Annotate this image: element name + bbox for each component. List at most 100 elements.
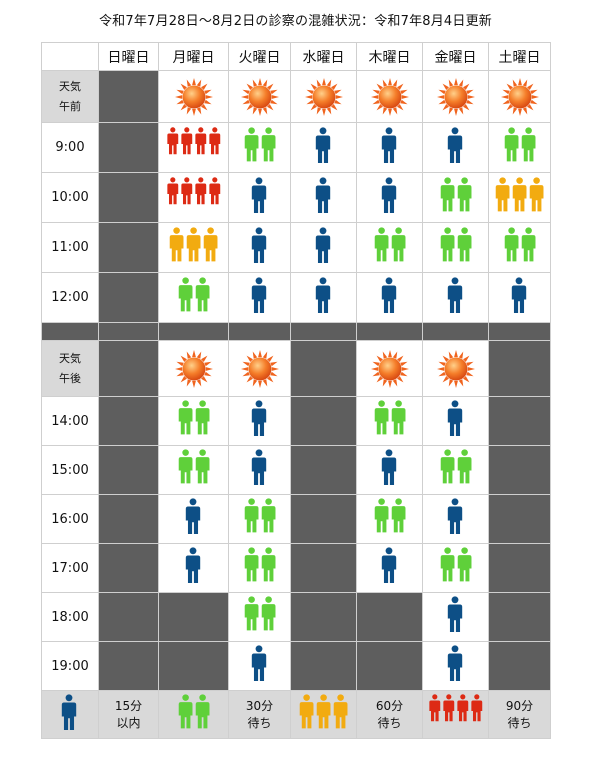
person-icon-level-2: [244, 126, 275, 161]
congestion-cell: [356, 272, 423, 323]
person-icon-level-1: [447, 645, 462, 681]
congestion-cell: [228, 222, 291, 273]
person-icon-level-2: [374, 226, 405, 261]
weather-cell: [488, 70, 551, 123]
sun-icon: [500, 77, 539, 116]
person-icon-level-1: [185, 498, 200, 534]
person-icon-level-1: [447, 596, 462, 632]
person-icon-level-2: [244, 596, 275, 631]
closed-cell: [98, 122, 159, 173]
legend-text-line: 30分: [245, 698, 274, 713]
person-icon-level-1: [381, 449, 396, 485]
person-icon-level-1: [315, 176, 330, 213]
legend-text-line: 60分: [375, 698, 404, 713]
person-icon-level-1: [251, 226, 266, 263]
congestion-cell: [356, 494, 423, 544]
congestion-cell: [290, 172, 357, 223]
separator-cell: [228, 322, 291, 341]
weather-cell: [422, 340, 489, 397]
weather-cell: [356, 70, 423, 123]
closed-cell: [98, 222, 159, 273]
congestion-cell: [422, 172, 489, 223]
congestion-cell: [422, 543, 489, 593]
congestion-cell: [422, 396, 489, 446]
legend-icon-cell: [41, 690, 99, 739]
time-label: 19:00: [41, 641, 99, 691]
time-slot-row: 16:00: [41, 494, 551, 544]
day-header: 金曜日: [422, 42, 489, 71]
congestion-cell: [158, 445, 229, 495]
legend-text-line: 90分: [505, 698, 534, 713]
person-icon-level-2: [178, 449, 209, 484]
congestion-cell: [422, 592, 489, 642]
congestion-cell: [228, 592, 291, 642]
weather-cell: [290, 70, 357, 123]
closed-cell: [290, 592, 357, 642]
congestion-cell: [290, 272, 357, 323]
person-icon-level-1: [381, 276, 396, 313]
weather-label-line: 天気: [59, 351, 81, 365]
separator-cell: [488, 322, 551, 341]
weather-cell: [228, 340, 291, 397]
congestion-cell: [422, 494, 489, 544]
closed-cell: [356, 592, 423, 642]
legend-icon-cell: [290, 690, 357, 739]
person-icon-level-2: [178, 400, 209, 435]
person-icon-level-2: [504, 126, 535, 161]
congestion-cell: [228, 445, 291, 495]
weather-cell: [158, 70, 229, 123]
congestion-cell: [422, 272, 489, 323]
congestion-cell: [488, 222, 551, 273]
closed-cell: [290, 494, 357, 544]
time-slot-row: 9:00: [41, 122, 551, 173]
sun-icon: [174, 77, 213, 116]
weather-cell: [422, 70, 489, 123]
sun-icon: [370, 349, 409, 388]
time-slot-row: 10:00: [41, 172, 551, 223]
congestion-cell: [228, 122, 291, 173]
person-icon-level-2: [244, 547, 275, 582]
person-icon-level-1: [251, 176, 266, 213]
congestion-cell: [422, 122, 489, 173]
congestion-table: 日曜日 月曜日 火曜日 水曜日 木曜日 金曜日 土曜日 天気 午前 9:00 10:00 11:00 1…: [41, 42, 551, 739]
time-label: 10:00: [41, 172, 99, 223]
congestion-cell: [158, 396, 229, 446]
time-slot-row: 11:00: [41, 222, 551, 273]
person-icon-level-1: [315, 126, 330, 163]
time-label: 9:00: [41, 122, 99, 173]
congestion-cell: [228, 543, 291, 593]
corner-cell: [41, 42, 99, 71]
sun-icon: [240, 77, 279, 116]
lunch-separator: [41, 322, 551, 341]
day-header: 土曜日: [488, 42, 551, 71]
congestion-cell: [290, 122, 357, 173]
congestion-cell: [422, 641, 489, 691]
congestion-cell: [422, 222, 489, 273]
closed-cell: [290, 543, 357, 593]
person-icon-level-2: [374, 498, 405, 533]
time-label: 12:00: [41, 272, 99, 323]
time-slot-row: 14:00: [41, 396, 551, 446]
time-label: 15:00: [41, 445, 99, 495]
person-icon-level-1: [447, 126, 462, 163]
person-icon-level-2: [244, 498, 275, 533]
congestion-cell: [158, 122, 229, 173]
congestion-cell: [228, 172, 291, 223]
weather-row-am: 天気 午前: [41, 70, 551, 123]
closed-cell: [98, 445, 159, 495]
time-slot-row: 18:00: [41, 592, 551, 642]
sun-icon: [240, 349, 279, 388]
person-icon-level-1: [251, 400, 266, 436]
congestion-cell: [158, 494, 229, 544]
congestion-cell: [290, 222, 357, 273]
congestion-cell: [356, 222, 423, 273]
weather-label-line: 天気: [59, 79, 81, 93]
legend-person-icon-level-1: [61, 693, 77, 730]
day-header: 月曜日: [158, 42, 229, 71]
weather-label: 天気 午後: [41, 340, 99, 397]
legend-text: 15分 以内: [98, 690, 159, 739]
time-label: 14:00: [41, 396, 99, 446]
separator-cell: [98, 322, 159, 341]
person-icon-level-1: [447, 498, 462, 534]
closed-cell: [98, 340, 159, 397]
